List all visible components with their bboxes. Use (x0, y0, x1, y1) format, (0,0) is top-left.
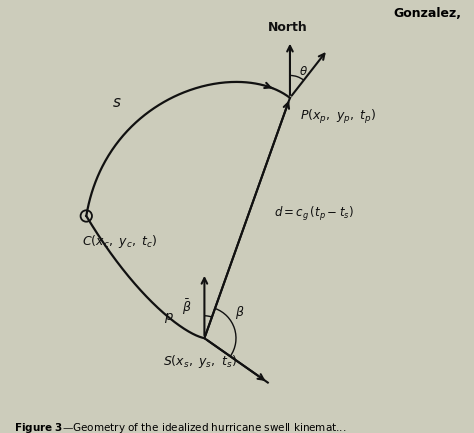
Text: $d = c_g\,(t_p - t_s)$: $d = c_g\,(t_p - t_s)$ (273, 205, 354, 223)
Text: $\mathbf{Figure\ 3}$—Geometry of the idealized hurricane swell kinemat...: $\mathbf{Figure\ 3}$—Geometry of the ide… (14, 421, 346, 433)
Text: $S(x_s,\ y_s,\ t_s)$: $S(x_s,\ y_s,\ t_s)$ (164, 352, 237, 370)
Text: Gonzalez,: Gonzalez, (393, 7, 461, 20)
Text: North: North (268, 21, 308, 34)
Text: $\bar{\beta}$: $\bar{\beta}$ (182, 297, 191, 317)
Text: $\theta$: $\theta$ (299, 65, 308, 78)
Text: $s$: $s$ (111, 95, 121, 110)
Text: $C(x_c,\ y_c,\ t_c)$: $C(x_c,\ y_c,\ t_c)$ (82, 233, 158, 249)
Text: $p$: $p$ (164, 311, 174, 325)
Text: $P(x_p,\ y_p,\ t_p)$: $P(x_p,\ y_p,\ t_p)$ (300, 108, 377, 126)
Text: $\beta$: $\beta$ (235, 304, 245, 321)
